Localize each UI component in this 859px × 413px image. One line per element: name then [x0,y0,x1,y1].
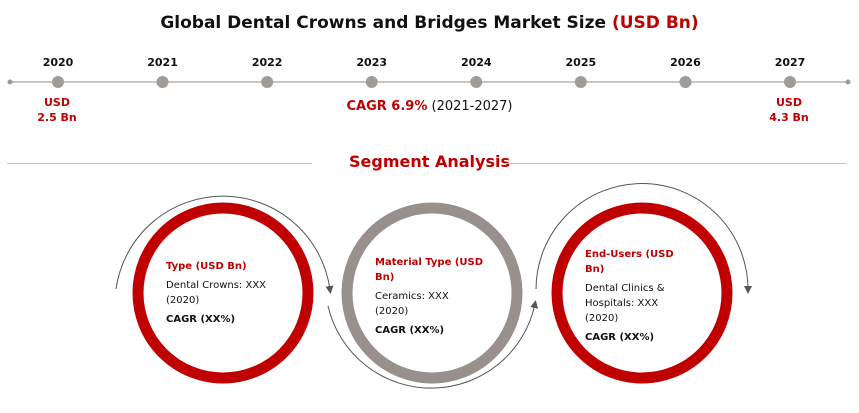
segment-end-users: End-Users (USD Bn) Dental Clinics & Hosp… [585,247,705,345]
end-value-line2: 4.3 Bn [769,111,809,124]
year-label-2024: 2024 [460,56,492,69]
ring-material-type [341,202,523,384]
arc-left-top [115,195,334,294]
year-label-2027: 2027 [774,56,806,69]
title-main: Global Dental Crowns and Bridges Market … [160,13,607,33]
segment-material-heading: Material Type (USD Bn) [375,257,484,283]
year-label-2025: 2025 [565,56,597,69]
segment-material-type: Material Type (USD Bn) Ceramics: XXX (20… [375,255,495,338]
timeline-dot-2026 [679,76,692,88]
start-value: USD 2.5 Bn [17,95,97,125]
start-value-line1: USD [44,96,70,109]
end-value: USD 4.3 Bn [749,95,829,125]
segment-divider-left [7,163,312,164]
start-value-line2: 2.5 Bn [37,111,77,124]
timeline-dot-2023 [365,76,378,88]
timeline-dot-2022 [261,76,274,88]
segment-endusers-cagr: CAGR (XX%) [585,332,655,343]
timeline-dot-2020 [52,76,64,88]
segment-type-heading: Type (USD Bn) [166,261,247,272]
timeline-dot-2025 [574,76,587,88]
year-label-2020: 2020 [42,56,74,69]
segment-type-cagr: CAGR (XX%) [166,314,236,325]
cagr-period: (2021-2027) [431,99,513,114]
year-label-2022: 2022 [251,56,283,69]
ring-type [132,202,314,384]
timeline-dot-2024 [470,76,483,88]
timeline-dot-2027 [784,76,796,88]
year-label-2023: 2023 [356,56,388,69]
timeline-end-dot-left [7,79,13,85]
cagr-value: CAGR 6.9% [346,99,428,114]
segment-material-body: Ceramics: XXX (2020) [375,291,449,317]
timeline-end-dot-right [845,79,851,85]
arc-right-top [535,183,753,294]
end-value-line1: USD [776,96,802,109]
segment-divider-right [505,163,847,164]
segment-material-cagr: CAGR (XX%) [375,325,445,336]
ring-end-users [551,202,733,384]
timeline [7,76,851,88]
year-label-2021: 2021 [147,56,178,69]
year-label-2026: 2026 [670,56,701,69]
segment-endusers-body: Dental Clinics & Hospitals: XXX (2020) [585,283,665,324]
page-title: Global Dental Crowns and Bridges Market … [0,13,859,33]
arc-middle-bottom [327,300,539,389]
timeline-dot-2021 [156,76,169,88]
title-unit: (USD Bn) [611,13,699,33]
segment-type-body: Dental Crowns: XXX (2020) [166,280,267,306]
segment-analysis-title: Segment Analysis [349,152,510,171]
segment-endusers-heading: End-Users (USD Bn) [585,249,674,275]
segment-type: Type (USD Bn) Dental Crowns: XXX (2020) … [166,259,286,327]
cagr-summary: CAGR 6.9% (2021-2027) [0,99,859,114]
